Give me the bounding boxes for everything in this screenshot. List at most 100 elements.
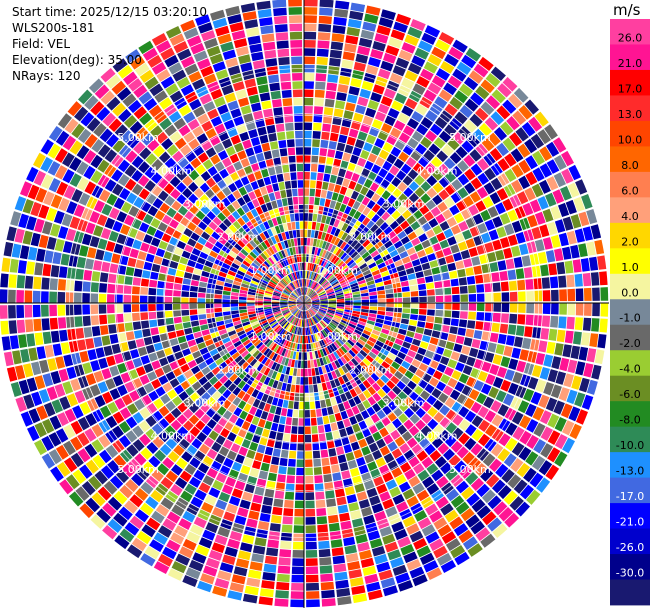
velocity-cell [308, 318, 312, 326]
velocity-cell [178, 205, 188, 216]
velocity-cell [372, 41, 386, 52]
velocity-cell [210, 116, 223, 127]
velocity-cell [472, 213, 484, 225]
velocity-cell [463, 397, 475, 410]
velocity-cell [390, 235, 400, 244]
velocity-cell [447, 75, 462, 89]
velocity-cell [305, 434, 312, 443]
velocity-cell [275, 336, 282, 344]
velocity-cell [318, 540, 330, 549]
velocity-cell [239, 306, 247, 310]
velocity-cell [174, 323, 184, 331]
velocity-cell [304, 311, 306, 319]
velocity-cell [383, 279, 392, 286]
velocity-cell [367, 316, 376, 322]
velocity-cell [379, 266, 388, 273]
velocity-cell [228, 330, 237, 337]
velocity-cell [550, 384, 562, 399]
velocity-cell [386, 293, 394, 299]
velocity-cell [270, 321, 278, 327]
velocity-cell [416, 450, 428, 462]
velocity-cell [33, 152, 46, 169]
velocity-cell [354, 329, 362, 336]
velocity-cell [109, 334, 119, 344]
velocity-cell [214, 340, 224, 348]
velocity-cell [287, 222, 292, 231]
velocity-cell [182, 321, 192, 329]
velocity-cell [304, 171, 310, 180]
velocity-cell [271, 265, 278, 273]
velocity-cell [278, 57, 290, 66]
velocity-cell [450, 224, 461, 235]
velocity-cell [145, 253, 155, 263]
velocity-cell [63, 185, 76, 200]
velocity-cell [201, 270, 210, 278]
velocity-cell [406, 495, 419, 508]
velocity-cell [385, 311, 394, 317]
velocity-cell [394, 303, 403, 308]
velocity-cell [366, 340, 375, 347]
velocity-cell [183, 111, 196, 124]
velocity-cell [335, 309, 344, 314]
velocity-cell [440, 61, 455, 74]
velocity-cell [40, 139, 54, 155]
velocity-cell [282, 223, 288, 232]
velocity-cell [278, 466, 287, 475]
velocity-cell [289, 315, 295, 323]
velocity-cell [407, 325, 417, 332]
velocity-cell [469, 347, 479, 358]
velocity-cell [173, 212, 184, 223]
velocity-cell [371, 360, 381, 369]
velocity-cell [138, 161, 150, 174]
velocity-cell [369, 295, 378, 300]
velocity-cell [249, 251, 257, 259]
velocity-cell [218, 131, 229, 142]
velocity-cell [440, 374, 451, 384]
velocity-cell [421, 239, 431, 249]
velocity-cell [203, 37, 218, 49]
velocity-cell [337, 385, 344, 395]
velocity-cell [316, 48, 329, 57]
velocity-cell [547, 413, 560, 428]
velocity-cell [312, 351, 316, 360]
velocity-cell [309, 280, 313, 288]
velocity-cell [210, 460, 222, 472]
velocity-cell [417, 249, 426, 258]
velocity-cell [189, 345, 199, 353]
range-ring-label: 2.00km [350, 363, 392, 376]
velocity-cell [190, 524, 204, 536]
velocity-cell [299, 296, 304, 303]
velocity-cell [87, 247, 97, 259]
velocity-cell [334, 412, 342, 422]
velocity-cell [314, 333, 319, 342]
velocity-cell [361, 446, 371, 456]
velocity-cell [266, 329, 274, 336]
velocity-cell [224, 241, 234, 250]
velocity-cell [437, 442, 450, 455]
velocity-cell [82, 281, 91, 292]
velocity-cell [249, 468, 260, 478]
velocity-cell [297, 310, 301, 318]
velocity-cell [534, 111, 549, 127]
velocity-cell [214, 453, 226, 464]
velocity-cell [433, 517, 448, 530]
velocity-cell [502, 77, 518, 92]
velocity-cell [575, 288, 584, 301]
velocity-cell [235, 367, 244, 376]
velocity-cell [282, 309, 290, 314]
velocity-cell [261, 263, 269, 270]
velocity-cell [269, 387, 276, 397]
velocity-cell [73, 292, 82, 303]
velocity-cell [274, 234, 280, 243]
velocity-cell [316, 417, 324, 426]
velocity-cell [310, 308, 317, 314]
velocity-cell [427, 406, 438, 418]
velocity-cell [348, 86, 360, 96]
velocity-cell [165, 26, 182, 39]
velocity-cell [305, 319, 307, 327]
velocity-cell [288, 304, 296, 308]
velocity-cell [240, 105, 252, 115]
velocity-cell [369, 126, 380, 137]
velocity-cell [171, 344, 181, 353]
velocity-cell [229, 582, 244, 593]
